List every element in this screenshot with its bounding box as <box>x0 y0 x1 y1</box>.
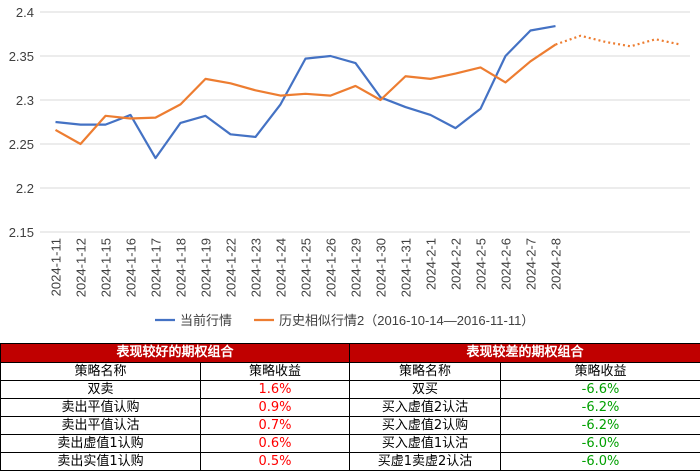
strategy-return: -6.0% <box>500 452 700 471</box>
y-tick-label: 2.3 <box>16 93 34 108</box>
table-row: 卖出虚值1认购 0.6% 买入虚值1认沽 -6.0% <box>0 434 700 453</box>
y-tick-label: 2.25 <box>9 137 34 152</box>
y-tick-label: 2.35 <box>9 49 34 64</box>
x-tick-label: 2024-1-26 <box>324 238 339 297</box>
strategy-table: 表现较好的期权组合 表现较差的期权组合 策略名称 策略收益 策略名称 策略收益 双卖 1.6%… <box>0 343 700 471</box>
x-tick-label: 2024-1-19 <box>199 238 214 297</box>
strategy-name: 卖出实值1认购 <box>0 452 201 471</box>
strategy-name: 卖出平值认沽 <box>0 416 201 435</box>
table-row: 策略名称 策略收益 策略名称 策略收益 <box>0 362 700 381</box>
x-tick-label: 2024-1-16 <box>124 238 139 297</box>
x-tick-label: 2024-2-7 <box>524 238 539 290</box>
table-row: 卖出平值认购 0.9% 买入虚值2认沽 -6.2% <box>0 398 700 417</box>
column-header: 策略名称 <box>0 362 201 381</box>
strategy-return: 0.7% <box>199 416 351 435</box>
x-tick-label: 2024-1-25 <box>299 238 314 297</box>
strategy-return: 0.6% <box>199 434 351 453</box>
strategy-return: 1.6% <box>199 380 351 399</box>
x-tick-label: 2024-1-24 <box>274 238 289 297</box>
chart: 2.15 2.2 2.25 2.3 2.35 2.4 2024-1-11 2024-1-12 2… <box>9 5 690 328</box>
y-tick-label: 2.4 <box>16 5 34 20</box>
x-tick-label: 2024-1-15 <box>99 238 114 297</box>
x-tick-label: 2024-1-30 <box>374 238 389 297</box>
x-tick-label: 2024-1-22 <box>224 238 239 297</box>
x-tick-label: 2024-2-5 <box>474 238 489 290</box>
x-tick-label: 2024-2-1 <box>424 238 439 290</box>
group-header: 表现较好的期权组合 <box>0 343 351 363</box>
legend-label: 当前行情 <box>180 313 232 328</box>
y-tick-label: 2.15 <box>9 225 34 240</box>
strategy-return: 0.9% <box>199 398 351 417</box>
x-tick-label: 2024-2-2 <box>449 238 464 290</box>
strategy-return: -6.6% <box>500 380 700 399</box>
x-tick-label: 2024-1-11 <box>49 238 64 296</box>
column-header: 策略收益 <box>500 362 700 381</box>
strategy-name: 买入虚值1认沽 <box>349 434 502 453</box>
x-tick-label: 2024-1-12 <box>74 238 89 297</box>
strategy-name: 双卖 <box>0 380 201 399</box>
x-tick-label: 2024-1-18 <box>174 238 189 297</box>
strategy-return: -6.0% <box>500 434 700 453</box>
legend-label: 历史相似行情2（2016-10-14—2016-11-11） <box>279 313 534 328</box>
x-tick-label: 2024-2-6 <box>499 238 514 290</box>
x-tick-label: 2024-1-23 <box>249 238 264 297</box>
strategy-return: -6.2% <box>500 416 700 435</box>
x-tick-label: 2024-1-29 <box>349 238 364 297</box>
strategy-name: 买入虚值2认购 <box>349 416 502 435</box>
column-header: 策略名称 <box>349 362 502 381</box>
series-line <box>54 43 557 146</box>
table-row: 卖出实值1认购 0.5% 买虚1卖虚2认沽 -6.0% <box>0 452 700 471</box>
series-line-dotted <box>555 34 681 48</box>
strategy-name: 卖出虚值1认购 <box>0 434 201 453</box>
strategy-name: 买虚1卖虚2认沽 <box>349 452 502 471</box>
x-tick-label: 2024-2-8 <box>549 238 564 290</box>
strategy-return: 0.5% <box>199 452 351 471</box>
table-row: 卖出平值认沽 0.7% 买入虚值2认购 -6.2% <box>0 416 700 435</box>
strategy-name: 卖出平值认购 <box>0 398 201 417</box>
table-row: 表现较好的期权组合 表现较差的期权组合 <box>0 343 700 363</box>
x-tick-label: 2024-1-17 <box>149 238 164 297</box>
strategy-return: -6.2% <box>500 398 700 417</box>
y-tick-label: 2.2 <box>16 181 34 196</box>
series-line <box>55 24 556 160</box>
group-header: 表现较差的期权组合 <box>349 343 700 363</box>
table-row: 双卖 1.6% 双买 -6.6% <box>0 380 700 399</box>
strategy-name: 买入虚值2认沽 <box>349 398 502 417</box>
strategy-name: 双买 <box>349 380 502 399</box>
x-tick-label: 2024-1-31 <box>399 238 414 297</box>
column-header: 策略收益 <box>199 362 351 381</box>
